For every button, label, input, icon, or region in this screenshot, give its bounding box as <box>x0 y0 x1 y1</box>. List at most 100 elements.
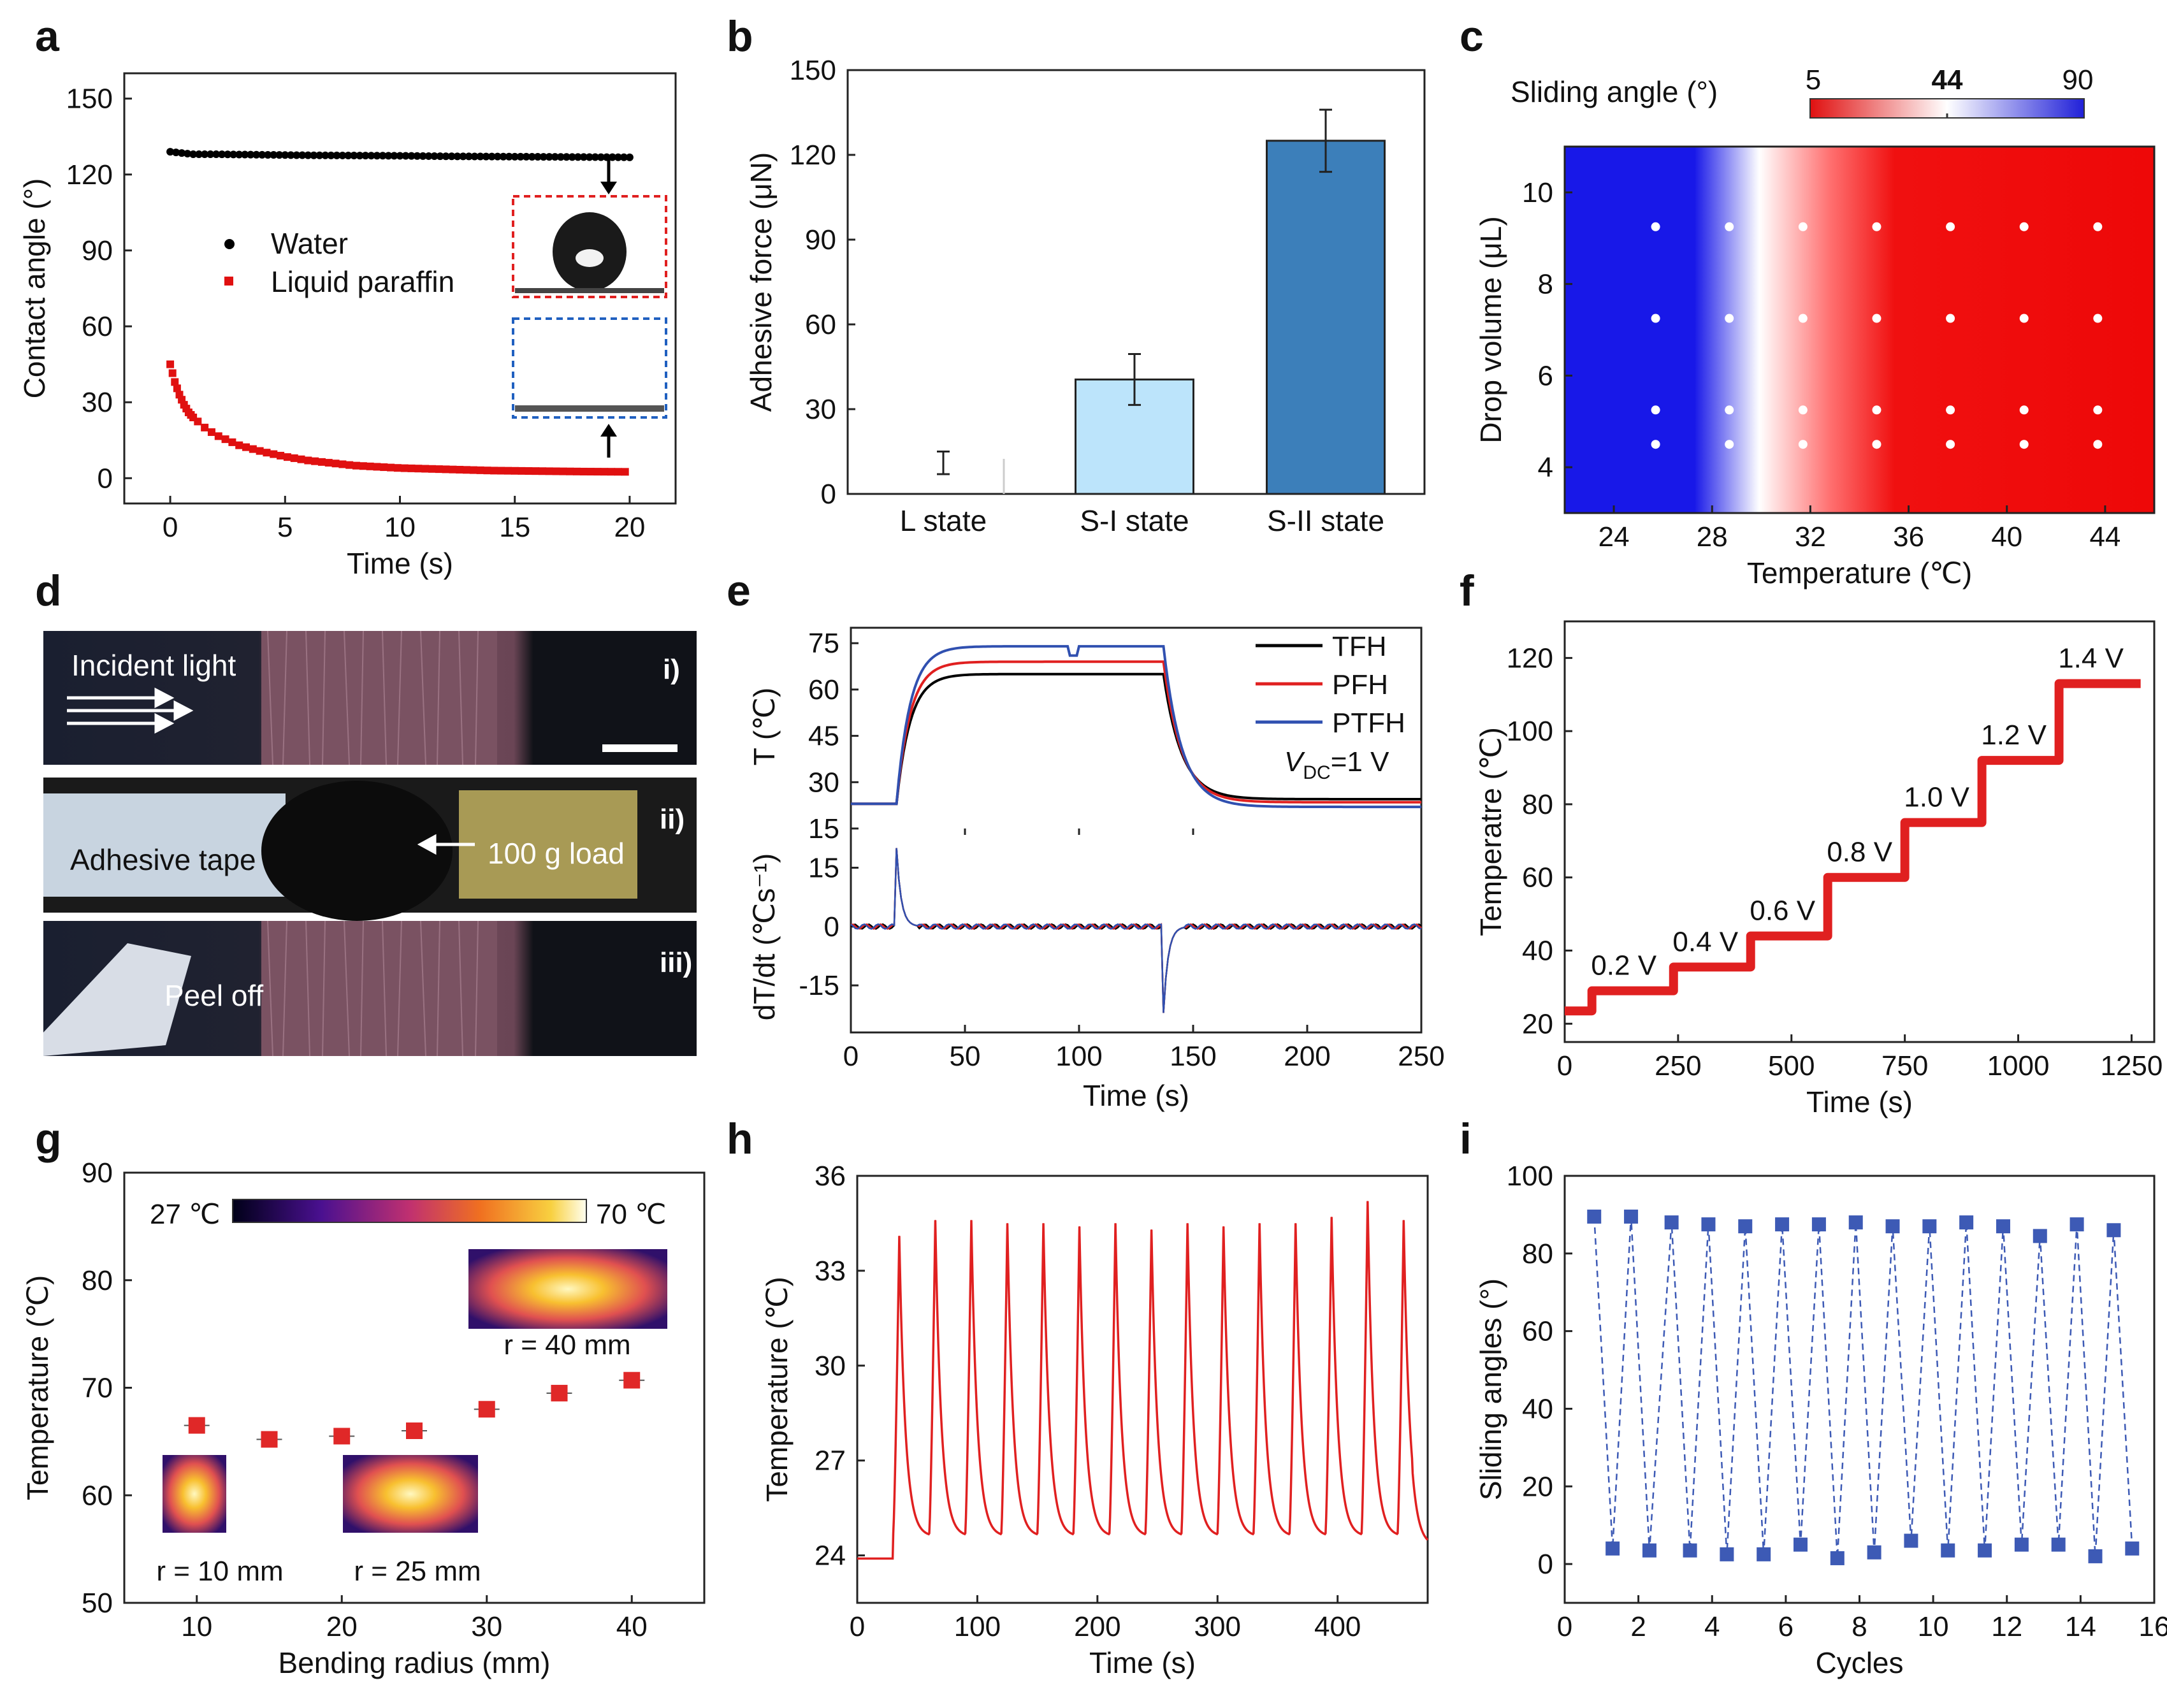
panel-g-colorbar-max: 70 ℃ <box>596 1199 667 1230</box>
y-axis-label-top: T (℃) <box>748 688 781 765</box>
paraffin-point <box>566 467 574 475</box>
grid-point <box>1946 314 1955 323</box>
x-tick-label: 28 <box>1697 521 1728 553</box>
voltage-label: 0.8 V <box>1827 837 1892 868</box>
panel-letter-b: b <box>727 12 753 61</box>
x-axis-label: Temperature (℃) <box>1747 556 1972 590</box>
panel-g-colorbar-min: 27 ℃ <box>150 1199 221 1230</box>
y-tick-label: 60 <box>1522 862 1553 894</box>
water-point <box>447 152 456 161</box>
peak-point <box>1151 1229 1152 1230</box>
y-tick-label: 75 <box>808 628 839 659</box>
x-tick-label: 10 <box>181 1611 212 1642</box>
y-axis-label-bottom: dT/dt (℃s⁻¹) <box>748 853 781 1021</box>
water-point <box>539 153 547 161</box>
y-tick-label: 0 <box>821 479 836 510</box>
y-tick-label: 60 <box>808 674 839 706</box>
peak-point <box>1043 1222 1044 1224</box>
y-axis-label: Drop volume (μL) <box>1474 216 1507 443</box>
water-point <box>184 150 192 158</box>
derivative-curve <box>850 848 1422 1013</box>
category-label: S-I state <box>1080 504 1189 537</box>
x-tick-label: 14 <box>2065 1611 2096 1642</box>
data-point <box>2106 1223 2121 1238</box>
colorbar-tick-min: 5 <box>1806 64 1821 96</box>
water-point <box>166 148 175 156</box>
x-tick-label: 8 <box>1852 1611 1867 1642</box>
water-point <box>625 153 634 161</box>
grid-point <box>1798 222 1808 231</box>
photo-ii-tape <box>43 793 286 897</box>
temperature-curve <box>851 672 1421 806</box>
water-point <box>620 153 628 161</box>
peak-point <box>1187 1222 1188 1224</box>
paraffin-point <box>449 465 457 474</box>
paraffin-point <box>249 445 257 453</box>
x-tick-label: 1000 <box>1987 1050 2050 1082</box>
data-point <box>1885 1219 1900 1234</box>
paraffin-point <box>586 468 595 476</box>
water-point <box>229 150 238 159</box>
water-point <box>568 153 576 161</box>
paraffin-point <box>166 360 175 368</box>
x-tick-label: 0 <box>1557 1611 1572 1642</box>
colorbar-tick-max: 90 <box>2062 64 2094 96</box>
water-point <box>379 152 387 160</box>
x-tick-label: 10 <box>1918 1611 1949 1642</box>
water-point <box>574 153 582 161</box>
panel-b-chart: 0 30 60 90 120 150 Adhesive force (μN) L state S… <box>744 55 1426 537</box>
water-point <box>298 151 307 159</box>
water-point <box>442 152 450 161</box>
y-tick-label: 0 <box>824 911 839 943</box>
voltage-label: 0.6 V <box>1750 895 1815 927</box>
panel-i-chart: 0 2 4 6 8 10 12 14 16 0 20 40 60 80 100 Cycles Sliding a… <box>1474 1161 2167 1679</box>
paraffin-point <box>201 423 209 431</box>
x-tick-label: 50 <box>950 1041 981 1072</box>
y-tick-label: 20 <box>1522 1008 1553 1039</box>
y-axis-label: Sliding angles (°) <box>1474 1278 1507 1500</box>
paraffin-point <box>207 428 215 437</box>
data-point <box>1587 1209 1602 1224</box>
grid-point <box>1725 440 1734 449</box>
data-point <box>2069 1217 2084 1232</box>
x-tick-label: 0 <box>843 1041 859 1072</box>
photo-ii-weight-plate <box>459 790 637 899</box>
water-point <box>476 152 484 161</box>
paraffin-point <box>283 453 291 461</box>
water-point <box>350 152 358 160</box>
data-point <box>1757 1547 1771 1561</box>
x-tick-label: 0 <box>850 1611 865 1642</box>
paraffin-point <box>463 466 471 474</box>
x-tick-label: 100 <box>1055 1041 1102 1072</box>
paraffin-point <box>538 467 546 475</box>
x-tick-label: 400 <box>1314 1611 1361 1642</box>
panel-letter-a: a <box>35 12 60 61</box>
water-point <box>247 150 255 159</box>
paraffin-point <box>263 449 271 457</box>
water-point <box>499 152 507 161</box>
grid-point <box>1651 222 1660 231</box>
water-point <box>396 152 404 160</box>
x-tick-label: 44 <box>2089 521 2120 553</box>
axes-frame <box>1563 145 2156 514</box>
panel-g-chart: 27 ℃ 70 ℃ r = 40 mm r = 10 mm r = 25 mm … <box>21 1157 706 1679</box>
grid-point <box>1872 222 1881 231</box>
data-point <box>1978 1543 1992 1558</box>
data-point <box>1941 1543 1955 1558</box>
x-tick-label: 40 <box>616 1611 648 1642</box>
paraffin-point <box>483 467 491 475</box>
y-axis-label: Temperature (℃) <box>760 1277 794 1502</box>
paraffin-point <box>256 447 264 455</box>
x-tick-label: 12 <box>1991 1611 2022 1642</box>
paraffin-point <box>324 459 333 467</box>
water-point <box>178 149 186 157</box>
paraffin-point <box>317 458 326 466</box>
paraffin-point <box>476 466 484 474</box>
x-axis-label: Time (s) <box>1089 1646 1196 1679</box>
y-tick-label: 60 <box>82 311 113 342</box>
data-point <box>406 1422 423 1439</box>
paraffin-point <box>214 432 222 440</box>
data-point <box>551 1384 568 1401</box>
water-point <box>533 153 542 161</box>
label-adhesive-tape: Adhesive tape <box>70 843 256 876</box>
